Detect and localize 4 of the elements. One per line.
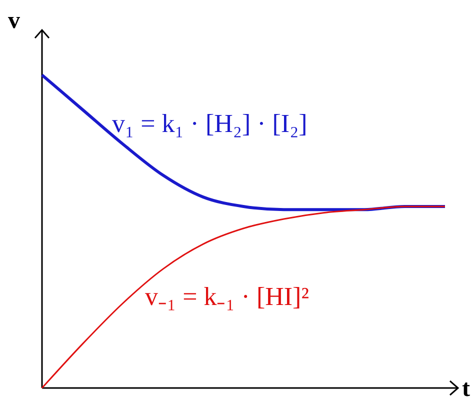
series-label: v₋₁ = k₋₁ · [HI]² — [145, 282, 310, 311]
series-label: v₁ = k₁ · [H₂] · [I₂] — [112, 109, 308, 138]
y-axis-title: v — [8, 8, 20, 34]
x-axis-title: t — [462, 376, 470, 402]
